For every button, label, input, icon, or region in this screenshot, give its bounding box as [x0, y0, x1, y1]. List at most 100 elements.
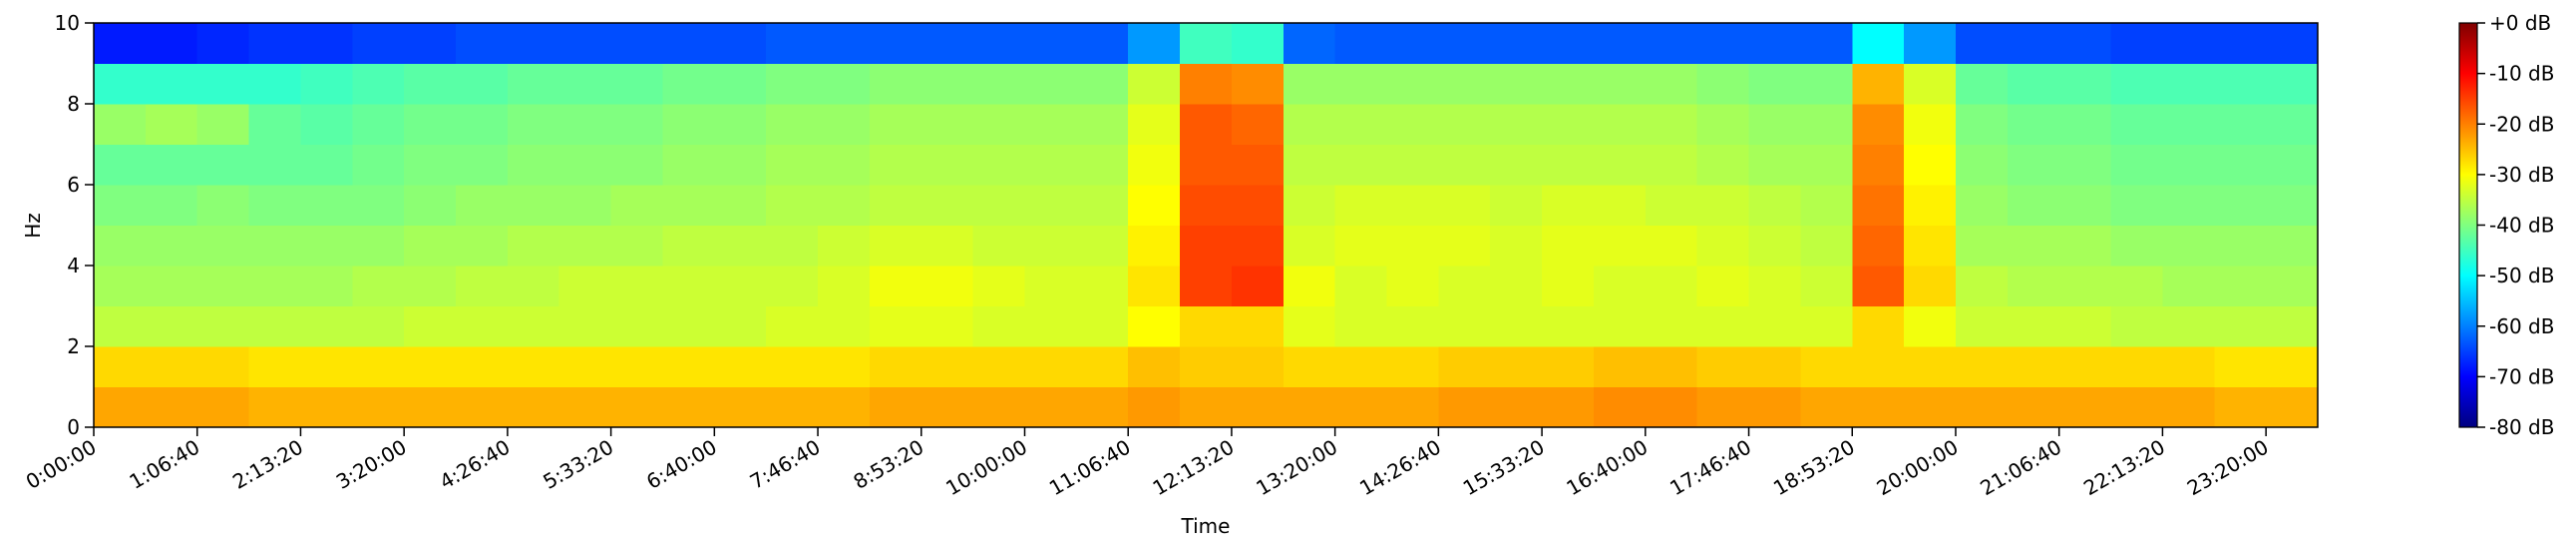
heatmap-cell [662, 144, 715, 186]
heatmap-cell [2007, 185, 2060, 226]
heatmap-cell [456, 144, 509, 186]
heatmap-cell [558, 266, 612, 306]
x-tick-label: 17:46:40 [1665, 435, 1755, 501]
heatmap-cell [1542, 346, 1595, 387]
heatmap-cell [1955, 144, 2009, 186]
heatmap-cell [1076, 386, 1129, 428]
heatmap-cell [300, 346, 353, 387]
heatmap-cell [404, 144, 457, 186]
heatmap-cell [1490, 104, 1543, 145]
heatmap-cell [1231, 185, 1285, 226]
heatmap-cell [1542, 144, 1595, 186]
heatmap-cell [2110, 305, 2163, 347]
heatmap-cell [248, 185, 301, 226]
x-tick-label: 7:46:40 [746, 435, 825, 494]
heatmap-cell [1904, 386, 1957, 428]
heatmap-cell [2058, 23, 2112, 64]
x-tick-label: 20:00:00 [1873, 435, 1963, 501]
heatmap-cell [1696, 305, 1750, 347]
heatmap-cell [1386, 225, 1439, 267]
colorbar-tick-label: -70 dB [2489, 364, 2554, 388]
heatmap-cell [1076, 305, 1129, 347]
heatmap-cell [2266, 225, 2319, 267]
heatmap-cell [1800, 266, 1853, 306]
heatmap-cell [507, 144, 560, 186]
heatmap-cell [1128, 185, 1181, 226]
heatmap-cell [2058, 266, 2112, 306]
heatmap-cell [766, 23, 819, 64]
heatmap-cell [2110, 63, 2163, 105]
heatmap-cell [94, 23, 147, 64]
heatmap-cell [558, 225, 612, 267]
heatmap-cell [352, 185, 405, 226]
heatmap-cell [2162, 104, 2215, 145]
heatmap-cell [1334, 266, 1388, 306]
heatmap-cell [2058, 144, 2112, 186]
x-tick-label: 11:06:40 [1045, 435, 1135, 501]
heatmap-cell [1128, 23, 1181, 64]
heatmap-cell [1076, 185, 1129, 226]
heatmap-cell [1593, 225, 1647, 267]
heatmap-cell [766, 185, 819, 226]
heatmap-cell [1904, 104, 1957, 145]
heatmap-cell [404, 386, 457, 428]
heatmap-cell [610, 185, 663, 226]
heatmap-cell [818, 63, 871, 105]
x-tick-label: 5:33:20 [539, 435, 617, 494]
heatmap-cell [1645, 386, 1698, 428]
heatmap-cell [766, 305, 819, 347]
heatmap-cell [1748, 185, 1801, 226]
heatmap-cell [1024, 63, 1077, 105]
heatmap-cell [1645, 266, 1698, 306]
heatmap-cell [610, 386, 663, 428]
heatmap-cell [2110, 144, 2163, 186]
heatmap-cell [145, 185, 198, 226]
heatmap-cell [2058, 185, 2112, 226]
heatmap-cell [972, 305, 1025, 347]
heatmap-cell [145, 225, 198, 267]
x-tick-label: 10:00:00 [941, 435, 1031, 501]
heatmap-cell [1386, 23, 1439, 64]
heatmap-cell [507, 386, 560, 428]
heatmap-cell [352, 305, 405, 347]
heatmap-cell [610, 63, 663, 105]
heatmap-cell [1334, 386, 1388, 428]
x-tick-label: 12:13:20 [1149, 435, 1239, 501]
colorbar-tick-label: -10 dB [2489, 62, 2554, 86]
heatmap-cell [972, 144, 1025, 186]
heatmap-cell [2266, 305, 2319, 347]
heatmap-cell [2110, 266, 2163, 306]
heatmap-cell [920, 346, 974, 387]
heatmap-cell [1438, 346, 1491, 387]
heatmap-cell [610, 346, 663, 387]
heatmap-cell [1904, 266, 1957, 306]
heatmap-cell [610, 266, 663, 306]
heatmap-cell [1128, 346, 1181, 387]
heatmap-cell [1800, 104, 1853, 145]
heatmap-cell [869, 104, 922, 145]
heatmap-cell [2007, 23, 2060, 64]
heatmap-cell [818, 144, 871, 186]
heatmap-cell [1386, 305, 1439, 347]
heatmap-cell [2214, 144, 2267, 186]
heatmap-cell [920, 266, 974, 306]
heatmap-cell [2214, 104, 2267, 145]
colorbar-tick-label: -80 dB [2489, 415, 2554, 439]
heatmap-cell [1955, 346, 2009, 387]
heatmap-cell [507, 305, 560, 347]
heatmap-cell [714, 104, 767, 145]
heatmap-cell [2162, 305, 2215, 347]
heatmap-cell [662, 63, 715, 105]
heatmap-cell [766, 386, 819, 428]
heatmap-cell [558, 23, 612, 64]
heatmap-cell [94, 386, 147, 428]
heatmap-cell [1024, 225, 1077, 267]
heatmap-cell [2162, 266, 2215, 306]
heatmap-cell [1283, 266, 1336, 306]
heatmap-cell [2214, 225, 2267, 267]
heatmap-cell [1748, 23, 1801, 64]
colorbar-tick-label: -20 dB [2489, 112, 2554, 136]
heatmap-cell [1800, 185, 1853, 226]
heatmap-cell [145, 63, 198, 105]
heatmap-cell [145, 23, 198, 64]
